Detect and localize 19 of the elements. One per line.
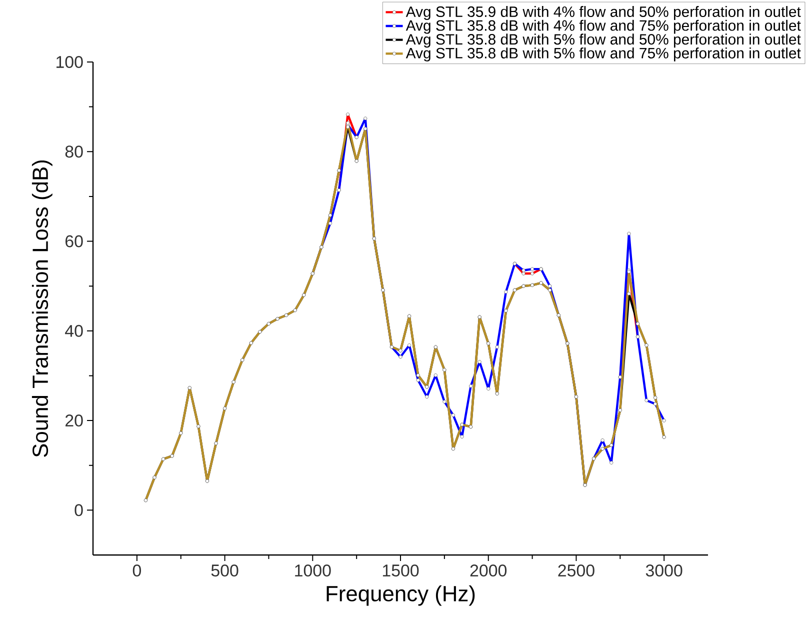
legend-label: Avg STL 35.8 dB with 5% flow and 75% perforation in outlet xyxy=(406,47,801,62)
legend-label: Avg STL 35.9 dB with 4% flow and 50% perforation in outlet xyxy=(406,6,801,20)
x-tick-label: 2000 xyxy=(470,564,507,576)
y-tick-label: 0 xyxy=(74,504,83,516)
y-tick-label: 80 xyxy=(65,146,83,158)
legend-label: Avg STL 35.8 dB with 5% flow and 50% perforation in outlet xyxy=(406,34,801,48)
y-tick-label: 100 xyxy=(56,56,83,68)
y-tick-label: 20 xyxy=(66,414,83,427)
y-tick-label: 40 xyxy=(65,324,83,337)
x-tick-label: 1000 xyxy=(295,564,331,576)
x-tick-label: 1500 xyxy=(382,564,419,576)
legend-label: Avg STL 35.8 dB with 4% flow and 75% perforation in outlet xyxy=(406,20,801,34)
y-axis-title: Sound Transmission Loss (dB) xyxy=(32,160,52,457)
x-tick-label: 3000 xyxy=(646,564,682,576)
x-axis-title: Frequency (Hz) xyxy=(326,585,475,606)
x-tick-label: 0 xyxy=(132,564,141,576)
y-tick-label: 60 xyxy=(66,235,83,248)
x-tick-label: 2500 xyxy=(558,564,594,576)
x-tick-label: 500 xyxy=(211,564,238,576)
